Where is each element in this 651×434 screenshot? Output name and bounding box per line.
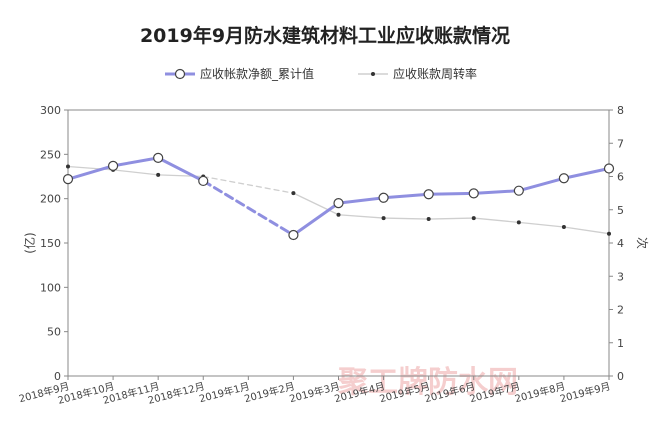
data-point bbox=[62, 174, 74, 185]
x-tick-label: 2019年9月 bbox=[558, 379, 611, 405]
right-tick-label: 6 bbox=[617, 171, 624, 184]
right-axis-label: 次 bbox=[635, 237, 649, 249]
data-point bbox=[561, 225, 566, 230]
right-tick-label: 5 bbox=[617, 204, 624, 217]
x-tick-label: 2019年2月 bbox=[243, 379, 296, 405]
series-line-segment bbox=[517, 176, 566, 193]
legend-marker-turnover bbox=[371, 72, 375, 76]
series-gap-segment bbox=[202, 175, 295, 194]
left-tick-label: 300 bbox=[40, 104, 61, 117]
left-tick-label: 0 bbox=[54, 370, 61, 383]
left-tick-label: 50 bbox=[47, 326, 61, 339]
series-line-segment bbox=[472, 189, 521, 195]
x-tick-label: 2019年3月 bbox=[288, 379, 341, 405]
data-point bbox=[607, 231, 611, 236]
data-point bbox=[516, 220, 521, 225]
left-axis: 0 50 100 150 200 250 300 bbox=[40, 104, 68, 383]
legend-label-net-receivables: 应收帐款净额_累计值 bbox=[200, 66, 314, 81]
series-net-receivables bbox=[62, 152, 615, 241]
right-tick-label: 7 bbox=[617, 137, 624, 150]
data-point bbox=[381, 216, 386, 221]
right-tick-label: 1 bbox=[617, 337, 624, 350]
data-point bbox=[291, 191, 296, 196]
left-tick-label: 150 bbox=[40, 237, 61, 250]
data-point bbox=[156, 172, 161, 177]
data-point bbox=[333, 198, 344, 209]
series-line-segment bbox=[66, 164, 115, 181]
series-line-segment bbox=[156, 156, 205, 183]
right-axis: 0 1 2 3 4 5 6 7 8 bbox=[609, 104, 624, 383]
plot-area bbox=[67, 109, 610, 377]
left-tick-label: 200 bbox=[40, 193, 61, 206]
series-line-segment bbox=[337, 214, 385, 219]
legend: 应收帐款净额_累计值 应收账款周转率 bbox=[165, 66, 477, 81]
x-axis: 2018年9月2018年10月2018年11月2018年12月2019年1月20… bbox=[17, 376, 612, 407]
watermark-text: 聚工牌防水网 bbox=[337, 365, 518, 400]
series-turnover bbox=[66, 164, 611, 236]
x-tick-label: 2019年1月 bbox=[198, 379, 251, 405]
series-line-segment bbox=[473, 217, 520, 224]
series-gap-segment bbox=[201, 179, 295, 237]
data-point bbox=[153, 152, 164, 163]
left-axis-label: (亿) bbox=[22, 232, 37, 253]
left-tick-label: 250 bbox=[40, 148, 61, 161]
series-line-segment bbox=[518, 221, 565, 228]
series-line-segment bbox=[428, 217, 475, 220]
right-tick-label: 4 bbox=[617, 237, 624, 250]
watermark: 聚工牌防水网 bbox=[337, 365, 518, 400]
data-point bbox=[336, 212, 341, 217]
data-point bbox=[426, 217, 431, 222]
data-point bbox=[198, 175, 209, 187]
series-line-segment bbox=[111, 156, 160, 168]
data-point bbox=[66, 164, 70, 169]
data-point bbox=[288, 229, 299, 241]
data-point bbox=[513, 185, 524, 196]
right-tick-label: 2 bbox=[617, 304, 624, 317]
data-point bbox=[558, 173, 570, 184]
right-tick-label: 3 bbox=[617, 270, 624, 283]
chart-title: 2019年9月防水建筑材料工业应收账款情况 bbox=[140, 24, 510, 47]
data-point bbox=[471, 216, 476, 221]
data-point bbox=[423, 189, 434, 200]
series-line-segment bbox=[337, 196, 386, 205]
series-line-segment bbox=[291, 201, 340, 237]
data-point bbox=[107, 160, 119, 171]
series-line-segment bbox=[292, 192, 340, 216]
legend-label-turnover: 应收账款周转率 bbox=[393, 66, 477, 81]
series-line-segment bbox=[427, 191, 476, 196]
series-line-segment bbox=[382, 192, 431, 200]
right-tick-label: 0 bbox=[617, 370, 624, 383]
series-line-segment bbox=[112, 169, 159, 176]
data-point bbox=[378, 192, 389, 203]
series-line-segment bbox=[382, 217, 430, 220]
x-tick-label: 2019年8月 bbox=[513, 379, 566, 405]
series-line-segment bbox=[563, 226, 610, 235]
left-tick-label: 100 bbox=[40, 281, 61, 294]
data-point bbox=[468, 188, 479, 199]
legend-marker-net-receivables bbox=[174, 68, 186, 80]
right-tick-label: 8 bbox=[617, 104, 624, 117]
data-point bbox=[603, 163, 615, 174]
series-line-segment bbox=[562, 167, 611, 180]
